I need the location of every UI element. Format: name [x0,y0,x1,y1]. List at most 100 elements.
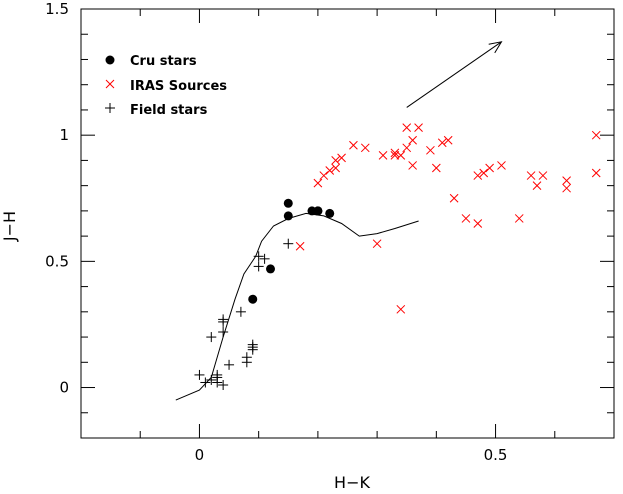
field-star-point [206,332,217,343]
y-tick-label: 0 [59,379,69,397]
x-axis-title: H−K [334,473,370,492]
y-axis-title: J−H [0,211,19,242]
x-stroke [402,143,412,153]
legend-marker-iras-sources [105,79,115,89]
iras-source-point [473,171,483,180]
legend-marker-cru-stars [105,55,115,65]
field-star-point [259,253,270,264]
x-stroke [331,163,341,173]
iras-source-point [295,241,305,251]
x-tick-label: 0.5 [484,446,508,464]
iras-source-point [562,176,571,185]
x-tick-label: 0 [195,446,205,464]
x-stroke [532,181,542,191]
iras-source-point [325,166,335,175]
iras-source-point [437,138,447,148]
reddening-arrow [406,41,503,108]
field-star-point [200,377,211,388]
y-tick-label: 0.5 [45,252,69,270]
field-star-point [212,369,223,380]
field-star-point [194,369,205,380]
field-star-point [247,339,258,350]
iras-source-point [591,130,601,140]
field-star-point [253,251,264,262]
iras-source-point [532,181,542,191]
x-stroke [319,171,329,180]
iras-source-point [372,239,382,249]
cru-star-point [283,211,293,221]
iras-source-point [390,148,400,158]
iras-source-point [514,214,524,223]
iras-source-point [538,171,548,180]
x-stroke [473,219,483,228]
x-stroke [461,214,471,223]
x-stroke [562,183,571,193]
x-stroke [473,171,483,180]
model-curve [175,212,419,401]
iras-source-point [449,193,459,203]
iras-source-point [473,219,483,228]
legend: Cru stars IRAS Sources Field stars [105,54,227,118]
field-star-point [218,314,229,325]
tick-labels: 0 0.5 0 0.5 1 1.5 [45,0,507,464]
x-stroke [443,135,453,145]
x-stroke [497,161,506,170]
x-stroke [485,163,494,173]
x-stroke [105,79,115,89]
x-stroke [562,176,571,185]
iras-source-point [443,135,453,145]
cru-star-point [248,294,258,304]
iras-source-point [461,214,471,223]
iras-source-point [479,168,489,178]
plot-frame [80,8,615,439]
legend-marker-field-stars [105,103,115,113]
iras-source-point [497,161,506,170]
reddening-arrow-shaft [406,41,502,108]
field-star-point [224,359,235,370]
field-star-point [206,374,217,385]
x-stroke [591,168,601,178]
iras-source-point [526,171,536,180]
cru-star-point [266,264,276,274]
x-stroke [372,239,382,249]
field-star-point [218,327,229,338]
iras-source-point [313,178,323,188]
x-stroke [360,143,370,153]
legend-markers [105,55,115,113]
x-stroke [538,171,548,180]
iras-source-point [337,153,346,163]
iras-source-point [485,163,494,173]
field-star-point [253,261,264,272]
x-stroke [426,145,435,155]
cru-star-point [283,198,293,208]
x-stroke [378,151,388,160]
iras-source-point [426,145,435,155]
x-stroke [402,123,412,132]
cru-star-point [313,206,323,216]
iras-source-point [591,168,601,178]
x-stroke [325,166,335,175]
x-stroke [414,123,423,132]
iras-source-point [396,304,406,314]
legend-label-iras-sources: IRAS Sources [130,79,227,94]
iras-source-point [331,163,341,173]
cru-star-point [325,208,335,218]
x-stroke [313,178,323,188]
x-stroke [295,241,305,251]
iras-source-point [408,135,417,145]
x-stroke [437,138,447,148]
x-stroke [396,151,406,160]
x-stroke [331,156,341,165]
field-star-point [241,352,252,363]
x-stroke [479,168,489,178]
x-stroke [349,140,358,150]
iras-source-point [396,151,406,160]
iras-source-point [331,156,341,165]
x-stroke [408,161,417,170]
iras-source-point [349,140,358,150]
x-stroke [396,304,406,314]
field-star-point [218,380,229,391]
x-stroke [591,130,601,140]
iras-source-point [319,171,329,180]
